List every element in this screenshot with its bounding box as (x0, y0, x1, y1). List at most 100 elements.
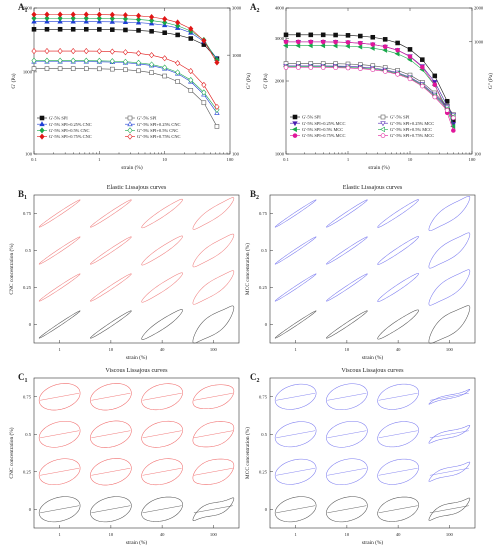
y-tick-label: 6000 (23, 6, 33, 11)
plot-frame (285, 7, 473, 155)
data-point (149, 13, 155, 21)
data-point (162, 19, 168, 26)
x-tick-label: 1 (294, 532, 297, 537)
data-point (358, 40, 363, 46)
y-tick-label: 1000 (275, 152, 285, 157)
data-point (109, 11, 115, 18)
y-tick-label: 100 (25, 152, 33, 157)
x-tick-label: 1 (58, 532, 61, 537)
lissajous-curve (428, 232, 471, 269)
lissajous-curve (274, 273, 317, 302)
y2-tick-label: 100 (474, 152, 482, 157)
lissajous-curve (377, 383, 419, 410)
legend-label: G''-5% SPI (137, 116, 157, 121)
y2-axis-label: G'' (Pa) (245, 73, 252, 89)
legend-marker (127, 115, 133, 121)
grid-frame (269, 377, 476, 529)
lissajous-curve (377, 236, 419, 265)
data-point (97, 27, 102, 32)
data-point (432, 82, 438, 88)
viscous-stress-line (276, 505, 316, 514)
viscous-stress-line (40, 467, 80, 476)
data-point (320, 32, 326, 38)
lissajous-curve (90, 236, 132, 265)
viscous-stress-line (142, 505, 182, 514)
data-point (320, 65, 326, 70)
x-axis-label: strain (%) (362, 539, 384, 546)
lissajous-curve (38, 236, 81, 265)
legend-marker (39, 115, 45, 121)
data-point (308, 39, 314, 45)
data-point (345, 43, 350, 49)
legend-label: G''-5% SPI+0.25% MCC (390, 121, 434, 126)
x-tick-label: 100 (446, 532, 454, 537)
data-point (70, 48, 76, 55)
panel-label: B1 (18, 189, 27, 201)
viscous-stress-line (142, 430, 182, 439)
data-point (123, 27, 128, 33)
data-point (188, 77, 194, 84)
data-point (83, 11, 89, 18)
data-point (96, 57, 102, 64)
panel-label: A1 (18, 2, 28, 14)
y-tick-label: 0.25 (259, 469, 268, 474)
y-axis-label: MCC concentration (%) (244, 243, 251, 295)
lissajous-curve (428, 305, 471, 344)
data-point (175, 69, 181, 76)
lissajous-curve (90, 273, 132, 302)
x-tick-label: 10 (408, 157, 413, 162)
lissajous-curve (326, 236, 368, 265)
viscous-stress-line (378, 467, 418, 476)
data-point (345, 40, 351, 45)
data-point (214, 103, 220, 110)
lissajous-curve (377, 199, 419, 228)
lissajous-curve (326, 199, 368, 228)
legend-label: G'-5% SPI+0.5% CNC (49, 128, 90, 133)
lissajous-grid: Viscous Lissajous curves 1 10 40 100 0.75 0.5 0… (244, 367, 476, 546)
data-point (395, 40, 400, 46)
data-point (162, 30, 167, 35)
data-point (296, 32, 301, 38)
legend-label: G''-5% SPI+0.25% CNC (137, 122, 181, 127)
data-point (162, 73, 167, 79)
data-point (175, 32, 180, 38)
viscous-stress-line (327, 467, 367, 476)
data-point (122, 12, 129, 19)
lissajous-curve (377, 421, 419, 448)
panel-letter: C (18, 372, 25, 382)
data-point (296, 65, 301, 70)
data-point (135, 50, 142, 57)
data-point (320, 39, 326, 45)
data-point (214, 124, 220, 129)
data-point (188, 36, 194, 41)
y-tick-label: 0.5 (261, 432, 267, 437)
viscous-stress-line (378, 505, 418, 514)
data-point (136, 68, 141, 74)
lissajous-curve (377, 458, 419, 485)
y-tick-label: 2000 (275, 79, 285, 84)
data-point (31, 15, 37, 22)
legend-marker (380, 133, 386, 138)
legend-label: G''-5% SPI (390, 115, 410, 120)
lissajous-curve (38, 199, 81, 228)
lissajous-curve (377, 273, 419, 302)
data-point (44, 11, 50, 18)
plot-frame (33, 7, 231, 155)
data-point (432, 73, 438, 79)
y-tick-label: 0 (265, 322, 268, 327)
lissajous-curve (141, 383, 183, 411)
data-point (175, 19, 181, 26)
y2-tick-label: 1000 (232, 53, 242, 58)
x-tick-label: 40 (396, 532, 401, 537)
legend-label: G'-5% SPI (49, 116, 68, 121)
viscous-stress-line (276, 467, 316, 476)
data-point (57, 15, 63, 22)
grid-title: Viscous Lissajous curves (341, 367, 404, 374)
data-point (283, 32, 289, 38)
x-tick-label: 1 (58, 347, 61, 352)
x-axis-label: strain (%) (121, 164, 143, 171)
data-point (70, 15, 76, 22)
data-point (70, 11, 76, 18)
data-point (283, 65, 289, 70)
